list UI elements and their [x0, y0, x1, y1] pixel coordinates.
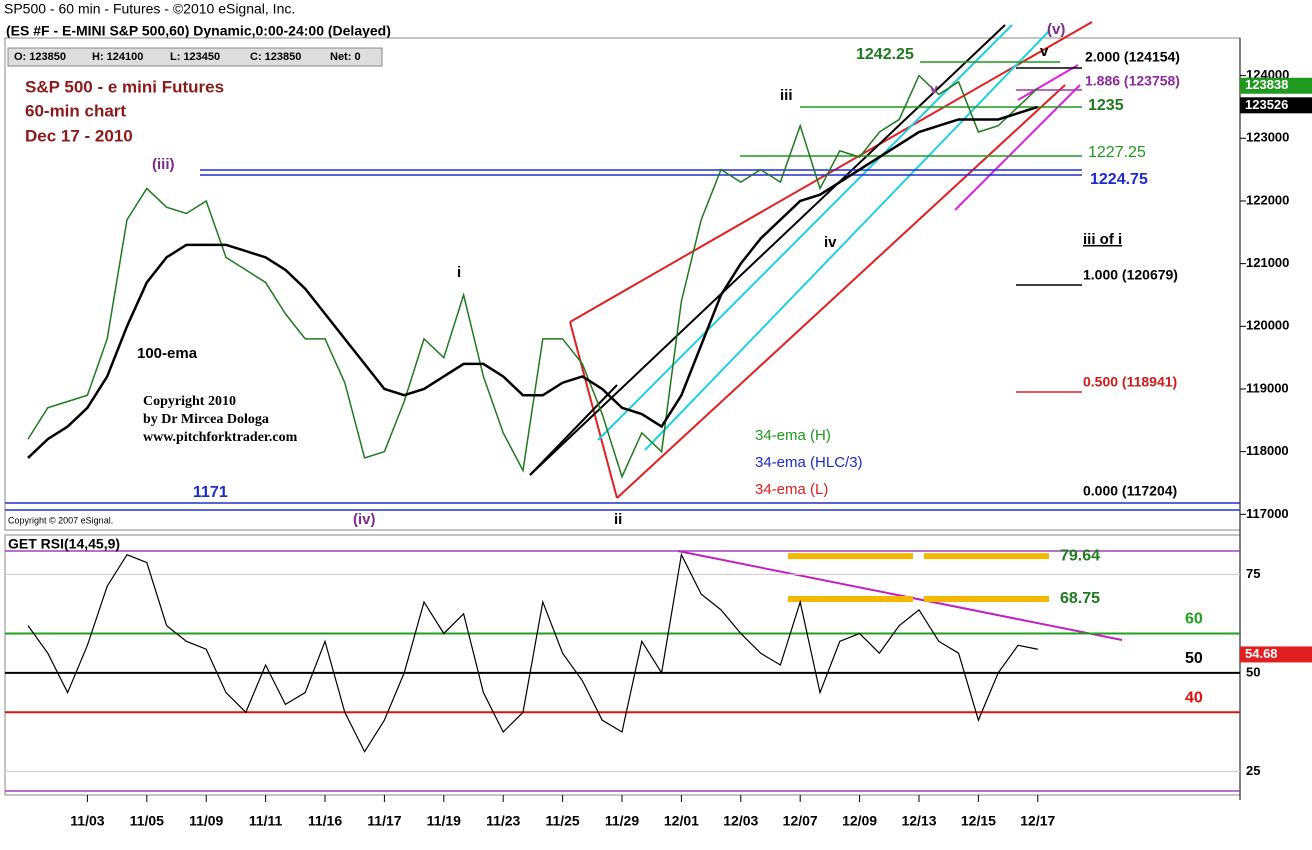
x-tick-label: 11/05 — [130, 813, 164, 829]
y-tick-label: 121000 — [1246, 255, 1289, 270]
annotation: v — [930, 81, 938, 97]
annotation: iv — [824, 234, 837, 251]
y-tick-label: 120000 — [1246, 318, 1289, 333]
annotation: Copyright 2010 — [143, 394, 236, 409]
ohlc-value: O: 123850 — [14, 51, 66, 63]
annotation: 0.000 (117204) — [1083, 483, 1177, 499]
warning-line — [597, 24, 1013, 441]
y-tick-label: 25 — [1246, 763, 1260, 778]
x-tick-label: 12/15 — [961, 813, 996, 829]
annotation: iii of i — [1083, 231, 1122, 248]
annotation: i — [457, 264, 461, 281]
pitchfork — [529, 21, 1093, 499]
band-bar — [924, 596, 1049, 603]
annotation: 34-ema (HLC/3) — [755, 454, 863, 471]
x-tick-label: 11/19 — [427, 813, 461, 829]
annotation: 1227.25 — [1088, 144, 1146, 161]
x-tick-label: 11/09 — [189, 813, 223, 829]
level-label: 50 — [1185, 650, 1203, 667]
series-line — [27, 74, 1039, 479]
annotation: S&P 500 - e mini Futures — [25, 77, 224, 96]
annotation: iii — [780, 87, 793, 104]
band-bar — [788, 596, 913, 603]
x-tick-label: 11/11 — [249, 813, 283, 829]
annotation: 60-min chart — [25, 101, 126, 120]
ohlc-value: L: 123450 — [170, 51, 220, 63]
window-title: SP500 - 60 min - Futures - ©2010 eSignal… — [4, 1, 295, 17]
x-tick-label: 12/07 — [783, 813, 818, 829]
x-tick-label: 12/01 — [664, 813, 699, 829]
y-tick-label: 119000 — [1246, 380, 1289, 395]
last-value-label: 54.68 — [1245, 646, 1278, 661]
x-tick-label: 11/03 — [70, 813, 104, 829]
last-value-box — [1240, 646, 1312, 663]
annotation: 1242.25 — [856, 46, 914, 63]
trend-line — [1017, 64, 1079, 101]
y-tick-label: 118000 — [1246, 443, 1289, 458]
y-tick-label: 50 — [1246, 664, 1260, 679]
x-tick-label: 12/09 — [842, 813, 877, 829]
y-tick-label: 75 — [1246, 566, 1260, 581]
pitchfork-upper — [569, 21, 1093, 323]
pitchfork-lower — [616, 84, 1066, 499]
x-tick-label: 11/23 — [486, 813, 520, 829]
annotation: 1.000 (120679) — [1083, 267, 1178, 283]
pitchfork-handle — [529, 384, 618, 476]
ohlc-value: C: 123850 — [250, 51, 301, 63]
rsi-trend-line — [677, 550, 1123, 641]
level-label: 60 — [1185, 611, 1203, 628]
levels — [5, 61, 1240, 792]
annotation: by Dr Mircea Dologa — [143, 412, 269, 427]
x-tick-label: 11/16 — [308, 813, 342, 829]
band-label: 79.64 — [1060, 547, 1100, 564]
panel-title: GET RSI(14,45,9) — [8, 536, 120, 552]
ohlc-box — [7, 47, 383, 67]
x-tick-label: 11/25 — [545, 813, 579, 829]
annotation: 34-ema (H) — [755, 427, 831, 444]
x-tick-label: 12/17 — [1020, 813, 1055, 829]
ohlc-value: Net: 0 — [330, 51, 361, 63]
band-bar — [788, 553, 913, 560]
x-tick-label: 11/17 — [367, 813, 401, 829]
series-line — [27, 552, 1038, 753]
y-tick-label: 117000 — [1246, 506, 1289, 521]
level-label: 40 — [1185, 689, 1203, 706]
price-marker-label: 123838 — [1245, 77, 1288, 92]
price-marker — [1240, 97, 1312, 114]
symbol-title: (ES #F - E-MINI S&P 500,60) Dynamic,0:00… — [6, 23, 391, 39]
price-marker-label: 123526 — [1245, 97, 1288, 112]
warning-line — [644, 29, 1051, 451]
x-tick-label: 12/13 — [901, 813, 936, 829]
band-label: 68.75 — [1060, 590, 1100, 607]
annotation: (v) — [1047, 21, 1065, 38]
y-tick-label: 123000 — [1246, 130, 1289, 145]
ohlc-values: O: 123850 H: 124100 L: 123450 C: 123850 Net:… — [14, 51, 361, 63]
trend-line — [954, 84, 1081, 211]
y-tick-label: 122000 — [1246, 192, 1289, 207]
annotation: Dec 17 - 2010 — [25, 126, 133, 145]
annotation: Copyright © 2007 eSignal. — [8, 515, 113, 525]
annotation: www.pitchforktrader.com — [143, 430, 298, 445]
annotation: 1.886 (123758) — [1085, 73, 1180, 89]
annotation: 1235 — [1088, 97, 1124, 114]
price-marker — [1240, 77, 1312, 94]
annotation: (iv) — [353, 511, 376, 528]
band-bar — [924, 553, 1049, 560]
pitchfork-median — [529, 24, 1006, 476]
annotation: 0.500 (118941) — [1083, 374, 1177, 390]
annotation: (iii) — [152, 156, 175, 173]
annotation: 100-ema — [137, 345, 198, 362]
annotation: 34-ema (L) — [755, 481, 828, 498]
annotation: 2.000 (124154) — [1085, 49, 1180, 65]
series-line — [27, 105, 1039, 459]
annotation: 1171 — [193, 484, 228, 501]
x-tick-label: 12/03 — [723, 813, 758, 829]
annotation: v — [1040, 43, 1049, 60]
annotation: 1224.75 — [1090, 171, 1148, 188]
x-tick-label: 11/29 — [605, 813, 639, 829]
annotation: ii — [614, 511, 622, 528]
ohlc-value: H: 124100 — [92, 51, 143, 63]
